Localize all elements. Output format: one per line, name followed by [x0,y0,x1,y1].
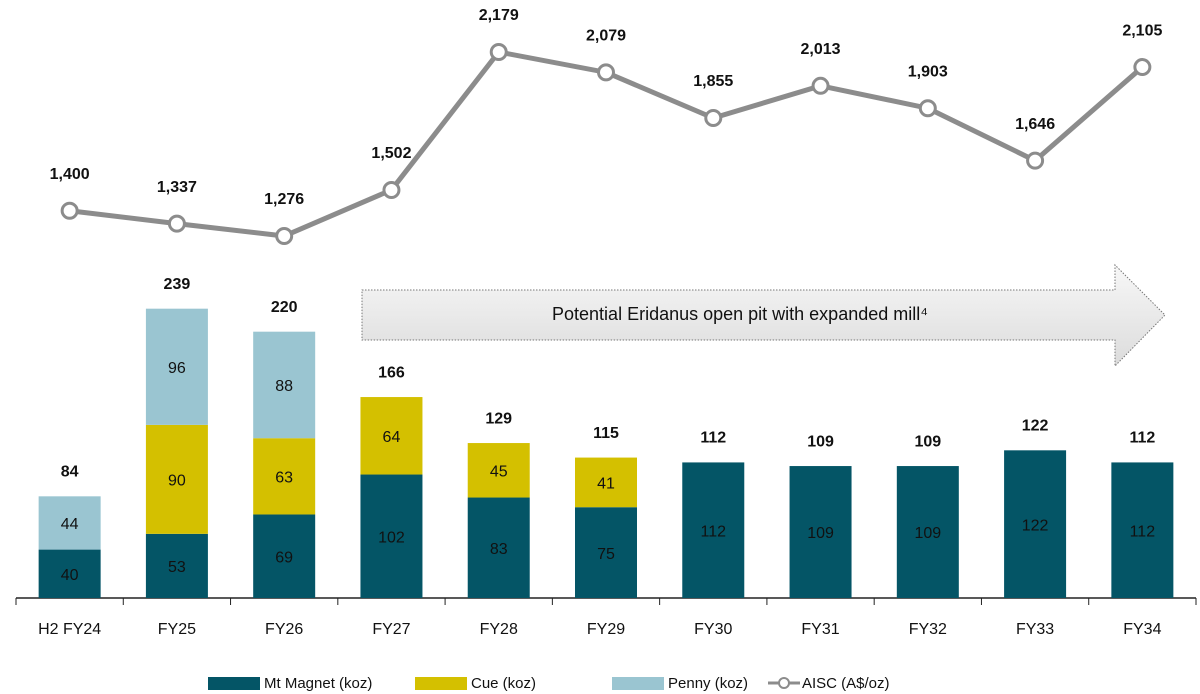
legend-label: Cue (koz) [471,675,536,692]
total-label: 112 [1129,430,1155,447]
x-tick-label: FY32 [909,621,947,638]
aisc-label: 1,903 [908,63,948,80]
x-tick-label: FY25 [158,621,196,638]
x-tick-label: FY27 [372,621,410,638]
bar-segment [360,397,423,475]
total-label: 109 [914,433,941,450]
bar-segment [467,497,530,598]
segment-label: 112 [1130,523,1156,540]
segment-label: 69 [275,549,293,566]
x-tick-label: FY26 [265,621,303,638]
bar-segment [253,438,316,515]
bar-segment [896,466,959,598]
annotation: Potential Eridanus open pit with expande… [552,304,928,324]
x-tick-label: H2 FY24 [38,621,101,638]
aisc-point [167,214,186,233]
aisc-label: 1,502 [371,145,411,162]
segment-label: 112 [701,523,727,540]
total-label: 166 [378,364,405,381]
total-label: 112 [700,430,726,447]
x-tick-label: FY30 [694,621,732,638]
aisc-point [811,76,830,95]
aisc-point [275,227,294,246]
aisc-label: 1,646 [1015,116,1055,133]
segment-label: 64 [383,429,401,446]
x-tick-label: FY28 [480,621,518,638]
aisc-label: 2,013 [801,41,841,58]
bar-segment [360,474,423,598]
aisc-label: 2,079 [586,28,626,45]
total-label: 129 [485,410,512,427]
total-label: 220 [271,299,298,316]
segment-label: 63 [275,470,293,487]
aisc-label: 1,400 [50,166,90,183]
aisc-point [704,109,723,128]
bar-segment [789,466,852,598]
aisc-point [597,63,615,82]
bar-segment [253,514,316,598]
bar-segment [682,462,745,598]
segment-label: 88 [275,378,293,395]
aisc-point [1026,151,1045,170]
annotation-arrow [361,263,1166,368]
segment-label: 45 [490,464,508,481]
bar-segment [145,533,208,598]
legend-marker [778,677,790,689]
total-label: 84 [61,464,79,481]
segment-label: 40 [61,567,79,584]
bar-segment [38,496,101,550]
segment-label: 75 [597,546,615,563]
total-label: 122 [1022,418,1049,435]
aisc-label: 2,105 [1122,22,1162,39]
segment-label: 41 [597,476,615,493]
segment-label: 44 [61,516,79,533]
x-tick-label: FY31 [801,621,839,638]
bar-segment [1004,450,1067,598]
segment-label: 96 [168,360,186,377]
x-tick-label: FY29 [587,621,625,638]
bar-segment [38,549,101,598]
bar-segment [145,308,208,425]
aisc-label: 2,179 [479,7,519,24]
legend-swatch [612,677,664,690]
aisc-point [918,99,937,118]
legend-label: AISC (A$/oz) [802,675,890,692]
segment-label: 53 [168,559,186,576]
total-label: 115 [593,425,619,442]
segment-label: 90 [168,473,186,490]
bar-segment [467,443,530,498]
segment-label: 109 [807,525,834,542]
legend-label: Penny (koz) [668,675,748,692]
legend-swatch [415,677,467,690]
segment-label: 102 [378,529,405,546]
total-label: 109 [807,433,834,450]
segment-label: 83 [490,541,508,558]
aisc-label: 1,855 [693,73,733,90]
total-label: 239 [164,276,191,293]
aisc-label: 1,276 [264,191,304,208]
aisc-point [60,201,79,220]
bar-segment [145,424,208,534]
bar-segment [575,457,637,508]
x-tick-label: FY34 [1123,621,1161,638]
aisc-label: 1,337 [157,179,197,196]
bar-segment [253,331,316,439]
bar-segment [1111,462,1174,598]
x-tick-label: FY33 [1016,621,1054,638]
segment-label: 122 [1022,517,1049,534]
legend-label: Mt Magnet (koz) [264,675,372,692]
bar-segment [575,507,637,598]
segment-label: 109 [914,525,941,542]
aisc-point [1133,58,1152,77]
aisc-point [382,180,401,199]
legend-swatch [208,677,260,690]
aisc-point [489,42,508,61]
